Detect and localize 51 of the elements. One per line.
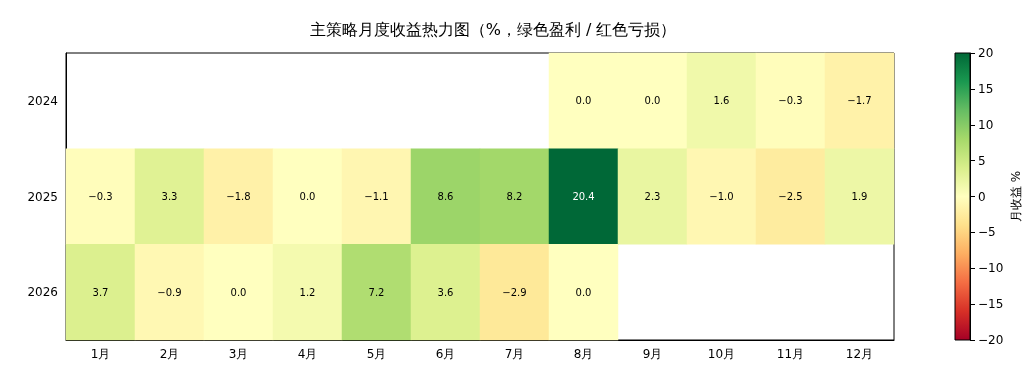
color-bar-label: 10: [978, 117, 994, 132]
data-label: 1.6: [713, 95, 730, 107]
x-tick-label: 7月: [504, 347, 525, 361]
x-tick-label: 5月: [366, 347, 387, 361]
data-label: 8.6: [437, 191, 454, 202]
data-label: 3.3: [161, 191, 178, 202]
data-label: 7.2: [368, 286, 385, 298]
x-tick-label: 9月: [642, 347, 663, 361]
data-label: −1.8: [226, 191, 251, 202]
data-label: 20.4: [572, 191, 595, 202]
color-bar-label: 15: [978, 81, 994, 96]
data-label: −2.5: [778, 191, 803, 202]
data-label: −1.0: [709, 191, 734, 202]
data-label: −1.1: [364, 191, 389, 202]
color-bar-label: 0: [978, 189, 986, 204]
x-tick-label: 8月: [573, 347, 594, 361]
data-label: 0.0: [299, 191, 316, 202]
color-bar-label: −20: [978, 333, 1004, 347]
x-tick-label: 2月: [159, 347, 180, 361]
color-bar-label: 20: [978, 46, 994, 60]
x-tick-label: 3月: [228, 347, 249, 361]
data-label: 8.2: [506, 191, 523, 202]
x-tick-label: 1月: [90, 347, 111, 361]
x-tick-label: 4月: [297, 347, 318, 361]
color-bar-title: 月收益 %: [1009, 170, 1023, 223]
data-label: −1.7: [847, 95, 872, 107]
y-tick-label: 2026: [27, 285, 58, 300]
data-label: 0.0: [644, 95, 661, 107]
data-label: −2.9: [502, 286, 527, 298]
data-label: 1.9: [851, 191, 868, 202]
data-label: 1.2: [299, 286, 316, 298]
data-label: 3.6: [437, 286, 454, 298]
x-tick-label: 10月: [707, 347, 736, 361]
data-label: 3.7: [92, 286, 109, 298]
chart-title: 主策略月度收益热力图（%，绿色盈利 / 红色亏损）: [309, 19, 677, 39]
y-tick-label: 2025: [27, 189, 58, 204]
data-label: −0.9: [157, 286, 182, 298]
color-bar-label: −5: [978, 225, 996, 240]
color-bar-label: −10: [978, 261, 1004, 276]
x-tick-label: 12月: [845, 347, 874, 361]
x-tick-label: 6月: [435, 347, 456, 361]
x-tick-label: 11月: [776, 347, 805, 361]
data-label: 2.3: [644, 191, 661, 202]
color-bar-label: 5: [978, 153, 986, 168]
data-label: −0.3: [88, 191, 113, 202]
data-label: 0.0: [575, 95, 592, 107]
data-label: 0.0: [230, 286, 247, 298]
y-tick-label: 2024: [27, 93, 58, 108]
color-bar-label: −15: [978, 297, 1004, 312]
data-label: 0.0: [575, 286, 592, 298]
data-label: −0.3: [778, 95, 803, 107]
